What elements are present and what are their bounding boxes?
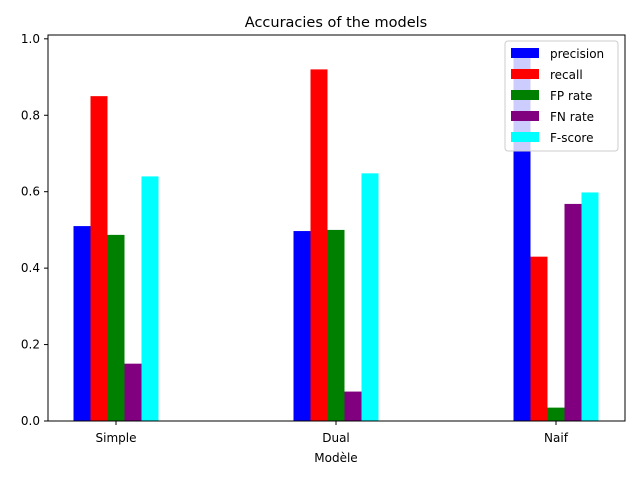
bars-group — [73, 50, 599, 422]
x-tick-label: Simple — [96, 431, 137, 445]
legend-swatch — [511, 111, 539, 121]
x-tick-label: Naif — [544, 431, 569, 445]
x-axis-label: Modèle — [314, 451, 357, 465]
bar-recall-simple — [90, 96, 108, 422]
x-axis: Simple Dual Naif — [96, 421, 569, 445]
y-axis: 0.0 0.2 0.4 0.6 0.8 1.0 — [21, 32, 48, 428]
bar-precision-simple — [73, 226, 91, 421]
legend: precision recall FP rate FN rate F-score — [504, 40, 619, 152]
legend-label: F-score — [550, 131, 593, 145]
bar-f-score-naif — [581, 192, 599, 421]
legend-swatch — [511, 90, 539, 100]
bar-fn-rate-naif — [564, 203, 582, 421]
legend-label: FP rate — [550, 89, 592, 103]
bar-fp-rate-simple — [107, 234, 125, 421]
y-tick-label: 0.0 — [21, 414, 40, 428]
bar-f-score-dual — [361, 173, 379, 421]
legend-label: precision — [550, 47, 604, 61]
y-tick-label: 1.0 — [21, 32, 40, 46]
legend-label: FN rate — [550, 110, 594, 124]
legend-swatch — [511, 132, 539, 142]
bar-fn-rate-dual — [344, 391, 362, 421]
x-tick-label: Dual — [322, 431, 350, 445]
chart-title: Accuracies of the models — [245, 15, 427, 31]
bar-fp-rate-dual — [327, 229, 345, 421]
y-tick-label: 0.8 — [21, 108, 40, 122]
y-tick-label: 0.6 — [21, 185, 40, 199]
bar-recall-naif — [530, 256, 548, 421]
bar-fn-rate-simple — [124, 363, 142, 421]
bar-recall-dual — [310, 69, 328, 421]
y-tick-label: 0.2 — [21, 338, 40, 352]
legend-swatch — [511, 69, 539, 79]
y-tick-label: 0.4 — [21, 261, 40, 275]
bar-precision-dual — [293, 231, 311, 421]
bar-f-score-simple — [141, 176, 159, 421]
legend-box — [504, 40, 619, 152]
legend-label: recall — [550, 68, 583, 82]
legend-swatch — [511, 48, 539, 58]
bar-fp-rate-naif — [547, 407, 565, 421]
